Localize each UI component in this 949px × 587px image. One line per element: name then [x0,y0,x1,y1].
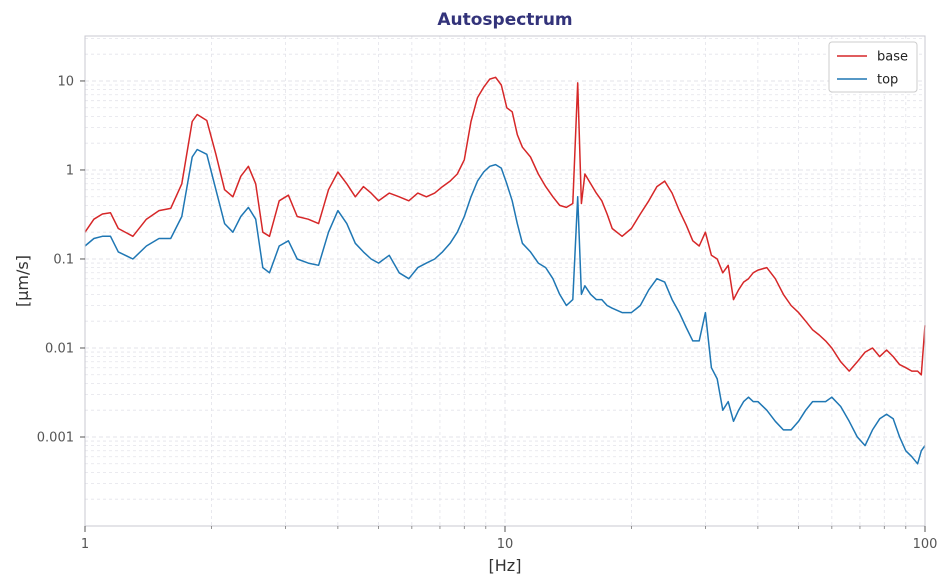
x-tick-label: 1 [81,537,89,552]
series-layer [84,76,926,465]
x-tick-label: 100 [913,537,938,552]
series-line-top [84,148,926,465]
ticks: 1 10 100 10 1 0.1 0.01 0.001 [37,74,938,552]
y-tick-label: 0.1 [53,252,74,267]
legend-label-base: base [877,50,908,65]
grid [84,36,925,527]
chart-title: Autospectrum [437,10,572,30]
legend-label-top: top [877,73,898,88]
y-tick-label: 1 [66,163,74,178]
y-tick-label: 0.01 [45,341,74,356]
y-tick-label: 10 [57,74,74,89]
y-tick-label: 0.001 [37,430,74,445]
x-tick-label: 10 [497,537,514,552]
x-axis-label: [Hz] [489,556,522,575]
series-line-base [84,76,926,376]
y-axis-label: [μm/s] [13,255,32,307]
legend: base top [828,41,918,93]
